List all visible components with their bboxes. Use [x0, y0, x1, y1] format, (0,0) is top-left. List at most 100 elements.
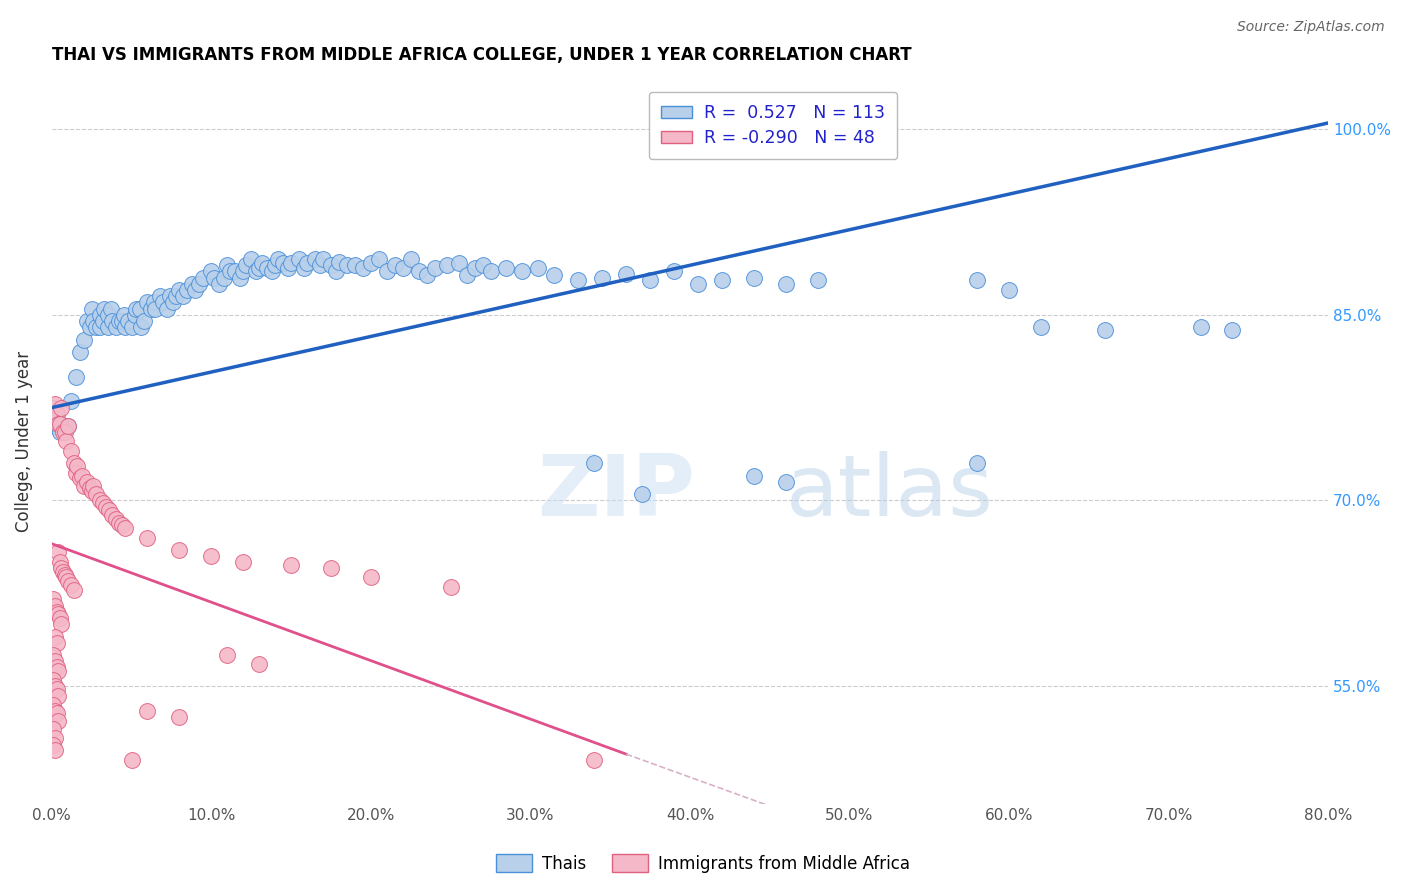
- Point: [42, 723, 65, 737]
- Point: [343, 258, 366, 272]
- Point: [193, 270, 215, 285]
- Point: [583, 456, 606, 470]
- Point: [319, 258, 342, 272]
- Point: [200, 264, 222, 278]
- Point: [1189, 320, 1212, 334]
- Point: [479, 264, 502, 278]
- Point: [93, 301, 115, 316]
- Point: [260, 264, 283, 278]
- Point: [280, 256, 302, 270]
- Point: [44, 630, 66, 644]
- Point: [112, 308, 135, 322]
- Point: [46, 664, 69, 678]
- Point: [686, 277, 709, 291]
- Point: [567, 273, 589, 287]
- Point: [45, 636, 67, 650]
- Point: [527, 260, 550, 275]
- Point: [181, 277, 204, 291]
- Point: [277, 260, 299, 275]
- Point: [1222, 323, 1244, 337]
- Point: [94, 500, 117, 514]
- Point: [271, 256, 294, 270]
- Point: [51, 617, 73, 632]
- Point: [100, 301, 122, 316]
- Point: [614, 267, 637, 281]
- Point: [447, 256, 470, 270]
- Point: [128, 301, 150, 316]
- Point: [360, 570, 382, 584]
- Point: [44, 599, 66, 613]
- Legend: Thais, Immigrants from Middle Africa: Thais, Immigrants from Middle Africa: [489, 847, 917, 880]
- Point: [165, 289, 187, 303]
- Point: [399, 252, 422, 266]
- Point: [229, 270, 252, 285]
- Point: [91, 496, 114, 510]
- Point: [415, 268, 437, 283]
- Point: [328, 254, 350, 268]
- Point: [46, 417, 69, 431]
- Point: [360, 256, 382, 270]
- Point: [245, 264, 267, 278]
- Point: [252, 256, 274, 270]
- Point: [56, 419, 79, 434]
- Point: [217, 258, 239, 272]
- Point: [45, 407, 67, 421]
- Point: [89, 493, 111, 508]
- Point: [44, 654, 66, 668]
- Point: [114, 521, 136, 535]
- Point: [44, 743, 66, 757]
- Point: [101, 314, 124, 328]
- Text: atlas: atlas: [786, 450, 994, 533]
- Point: [89, 320, 111, 334]
- Point: [436, 258, 458, 272]
- Point: [304, 252, 326, 266]
- Point: [775, 475, 797, 489]
- Point: [232, 555, 254, 569]
- Point: [42, 698, 65, 712]
- Point: [117, 314, 139, 328]
- Point: [256, 260, 278, 275]
- Point: [806, 273, 828, 287]
- Point: [97, 308, 120, 322]
- Point: [82, 314, 104, 328]
- Point: [45, 706, 67, 721]
- Point: [240, 252, 263, 266]
- Point: [742, 270, 765, 285]
- Point: [89, 308, 111, 322]
- Point: [312, 252, 335, 266]
- Point: [63, 582, 86, 597]
- Point: [292, 260, 315, 275]
- Point: [124, 308, 146, 322]
- Point: [471, 258, 494, 272]
- Point: [136, 295, 159, 310]
- Point: [76, 475, 98, 489]
- Point: [423, 260, 446, 275]
- Point: [391, 260, 413, 275]
- Point: [111, 314, 134, 328]
- Point: [45, 407, 67, 421]
- Point: [208, 277, 231, 291]
- Point: [156, 301, 179, 316]
- Point: [176, 283, 198, 297]
- Point: [295, 256, 318, 270]
- Point: [495, 260, 517, 275]
- Point: [46, 607, 69, 622]
- Point: [107, 516, 129, 530]
- Point: [52, 425, 75, 440]
- Point: [367, 252, 389, 266]
- Point: [375, 264, 398, 278]
- Point: [384, 258, 406, 272]
- Point: [200, 549, 222, 563]
- Point: [44, 679, 66, 693]
- Point: [710, 273, 733, 287]
- Point: [129, 320, 152, 334]
- Point: [101, 508, 124, 523]
- Point: [591, 270, 613, 285]
- Point: [247, 657, 270, 671]
- Point: [48, 611, 70, 625]
- Point: [1094, 323, 1116, 337]
- Point: [65, 369, 87, 384]
- Point: [998, 283, 1021, 297]
- Point: [48, 555, 70, 569]
- Point: [169, 710, 191, 724]
